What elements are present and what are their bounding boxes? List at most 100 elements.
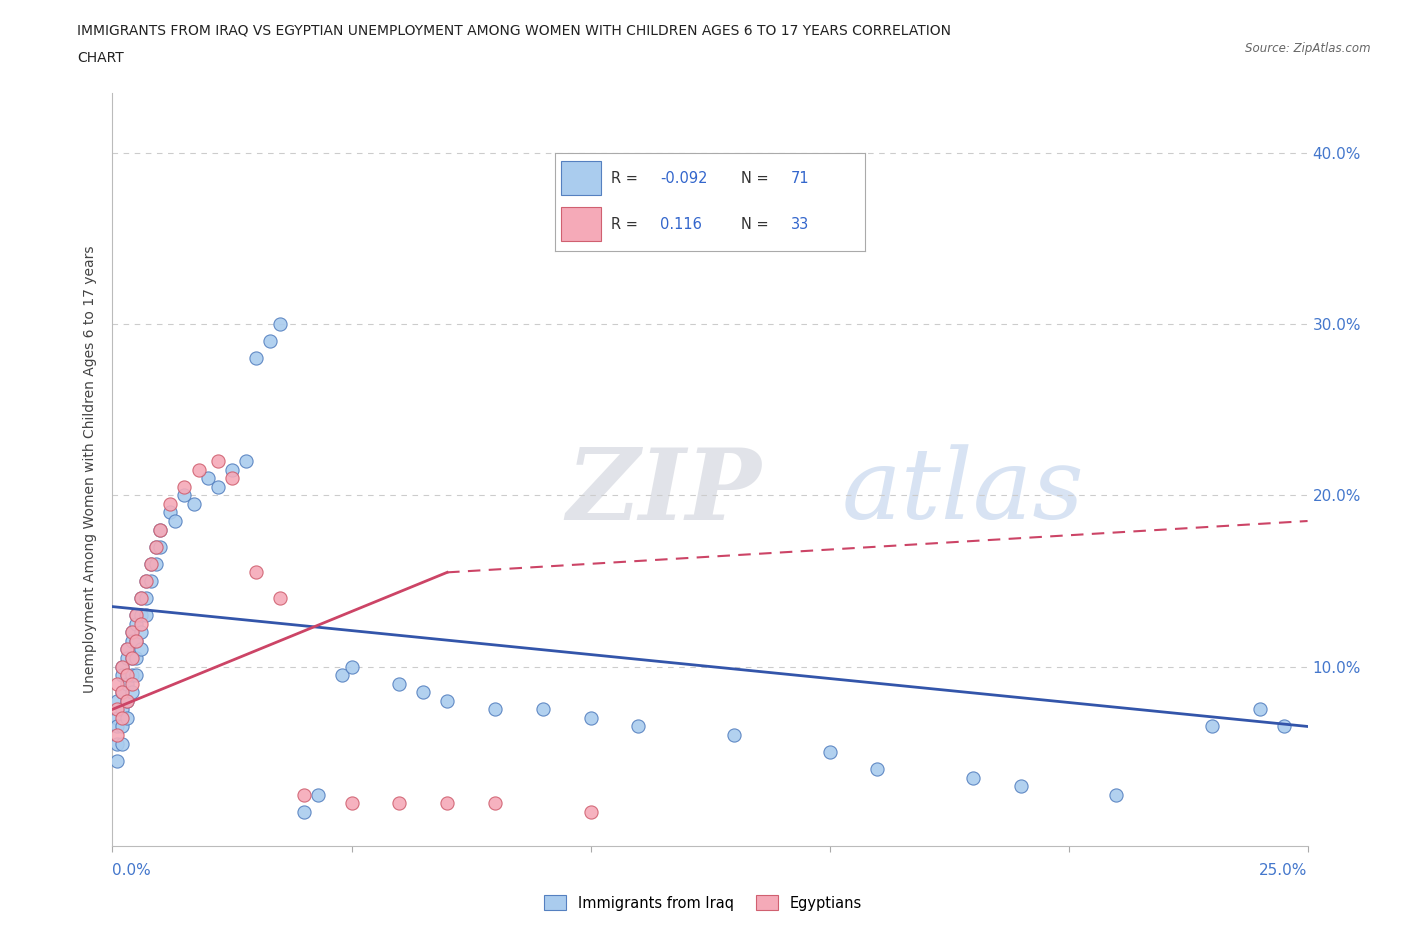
Y-axis label: Unemployment Among Women with Children Ages 6 to 17 years: Unemployment Among Women with Children A… — [83, 246, 97, 694]
Point — [129, 607, 152, 622]
Point — [125, 668, 148, 683]
Point — [292, 788, 315, 803]
Legend: Immigrants from Iraq, Egyptians: Immigrants from Iraq, Egyptians — [537, 888, 869, 918]
Point — [330, 668, 353, 683]
Point — [221, 471, 243, 485]
Point — [121, 651, 143, 666]
Point — [125, 617, 148, 631]
Point — [111, 684, 134, 699]
Point — [579, 804, 602, 819]
Point — [115, 668, 138, 683]
Point — [139, 556, 162, 571]
Point — [159, 497, 181, 512]
Point — [129, 642, 152, 657]
Point — [307, 788, 329, 803]
Point — [163, 513, 186, 528]
Point — [111, 702, 134, 717]
Point — [207, 454, 229, 469]
Point — [221, 462, 243, 477]
Point — [111, 668, 134, 683]
Point — [245, 351, 267, 365]
Point — [121, 676, 143, 691]
Point — [723, 727, 745, 742]
Point — [115, 642, 138, 657]
Point — [340, 659, 363, 674]
Point — [139, 556, 162, 571]
Point — [111, 737, 134, 751]
Point — [135, 607, 157, 622]
Point — [149, 539, 172, 554]
Point — [579, 711, 602, 725]
Point — [388, 796, 411, 811]
Point — [105, 727, 128, 742]
Point — [159, 505, 181, 520]
Text: ZIP: ZIP — [567, 444, 762, 540]
Point — [183, 497, 205, 512]
Point — [115, 694, 138, 709]
Point — [436, 796, 458, 811]
Text: IMMIGRANTS FROM IRAQ VS EGYPTIAN UNEMPLOYMENT AMONG WOMEN WITH CHILDREN AGES 6 T: IMMIGRANTS FROM IRAQ VS EGYPTIAN UNEMPLO… — [77, 23, 952, 37]
Point — [173, 479, 195, 494]
Point — [269, 317, 291, 332]
Text: 25.0%: 25.0% — [1260, 863, 1308, 878]
Point — [115, 668, 138, 683]
Point — [1105, 788, 1128, 803]
Point — [149, 522, 172, 537]
Point — [259, 334, 281, 349]
Point — [125, 607, 148, 622]
Point — [125, 651, 148, 666]
Point — [173, 488, 195, 503]
Point — [121, 668, 143, 683]
Point — [115, 694, 138, 709]
Point — [129, 617, 152, 631]
Point — [111, 684, 134, 699]
Point — [121, 633, 143, 648]
Text: CHART: CHART — [77, 51, 124, 65]
Point — [818, 745, 841, 760]
Point — [111, 659, 134, 674]
Point — [121, 625, 143, 640]
Point — [111, 719, 134, 734]
Point — [197, 471, 219, 485]
Point — [340, 796, 363, 811]
Point — [115, 651, 138, 666]
Point — [187, 462, 209, 477]
Point — [269, 591, 291, 605]
Point — [105, 676, 128, 691]
Point — [1272, 719, 1295, 734]
Point — [531, 702, 554, 717]
Point — [292, 804, 315, 819]
Point — [121, 651, 143, 666]
Point — [412, 684, 434, 699]
Point — [105, 719, 128, 734]
Point — [388, 676, 411, 691]
Point — [129, 591, 152, 605]
Point — [129, 591, 152, 605]
Point — [1249, 702, 1271, 717]
Point — [484, 796, 506, 811]
Point — [111, 711, 134, 725]
Point — [121, 625, 143, 640]
Point — [145, 556, 167, 571]
Point — [962, 770, 984, 785]
Point — [115, 676, 138, 691]
Point — [105, 694, 128, 709]
Point — [145, 539, 167, 554]
Point — [115, 711, 138, 725]
Point — [121, 684, 143, 699]
Point — [149, 522, 172, 537]
Point — [245, 565, 267, 579]
Point — [145, 539, 167, 554]
Point — [129, 625, 152, 640]
Point — [115, 642, 138, 657]
Point — [105, 702, 128, 717]
Point — [105, 737, 128, 751]
Point — [111, 659, 134, 674]
Point — [235, 454, 257, 469]
Point — [207, 479, 229, 494]
Point — [1201, 719, 1223, 734]
Point — [105, 711, 128, 725]
Point — [866, 762, 889, 777]
Text: 0.0%: 0.0% — [112, 863, 152, 878]
Point — [627, 719, 650, 734]
